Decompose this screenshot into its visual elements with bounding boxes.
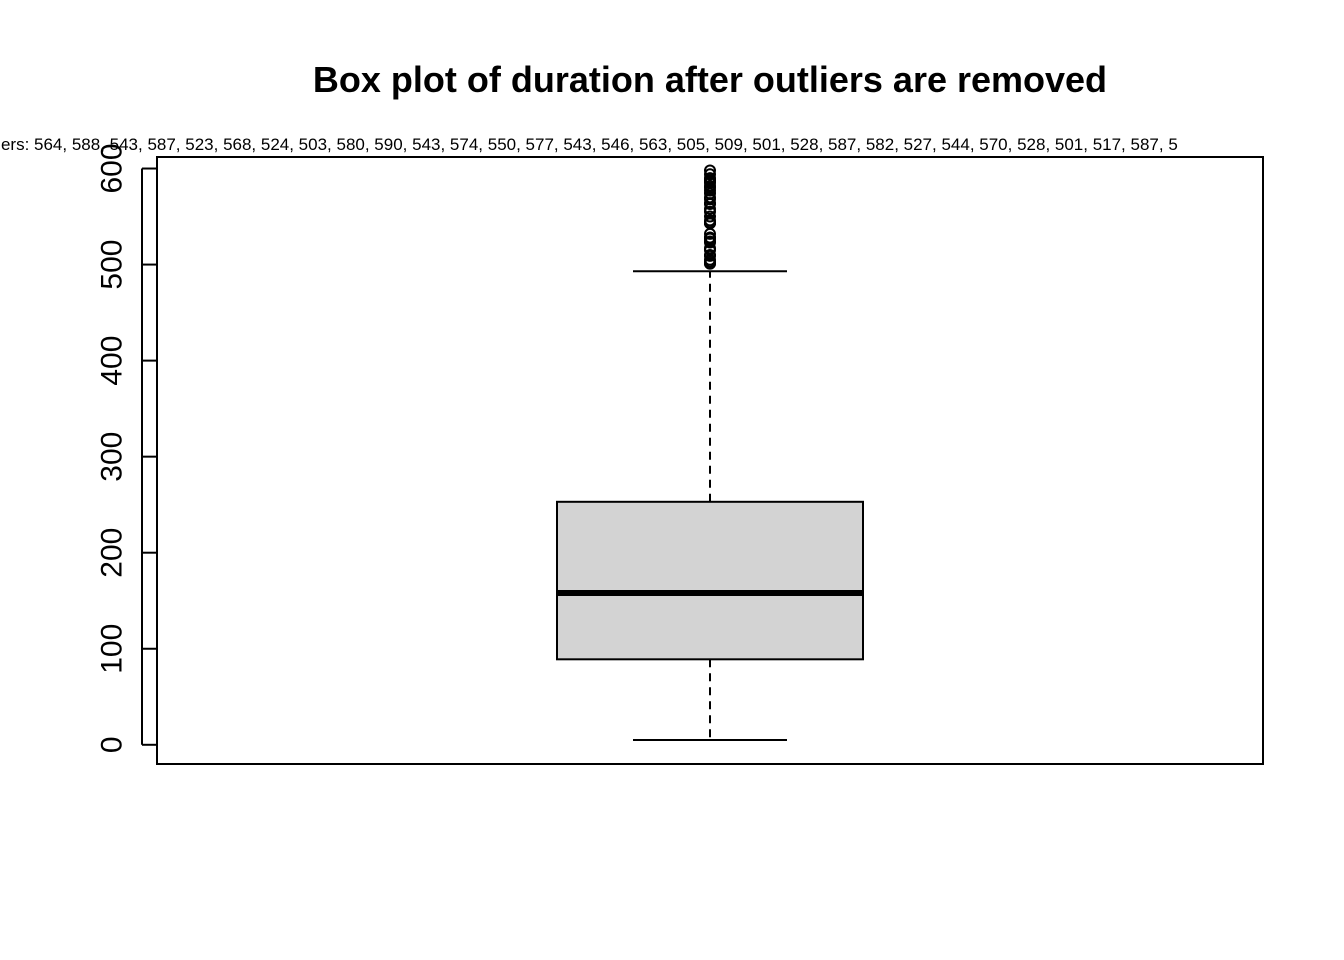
chart-title: Box plot of duration after outliers are … bbox=[313, 59, 1107, 100]
plot-marks bbox=[556, 164, 864, 741]
outlier-point bbox=[704, 198, 716, 211]
outlier-point bbox=[704, 176, 716, 189]
plot-frame bbox=[156, 156, 1264, 765]
outlier-point bbox=[704, 168, 716, 181]
outlier-point bbox=[704, 257, 716, 270]
y-tick-label: 300 bbox=[96, 432, 129, 482]
outliers-subtitle: Outliers: 564, 588, 543, 587, 523, 568, … bbox=[0, 135, 1178, 154]
y-tick-label: 500 bbox=[96, 240, 129, 290]
outlier-point bbox=[704, 210, 716, 223]
y-axis: 0 100 200 300 400 500 600 bbox=[96, 143, 157, 753]
outlier-point bbox=[704, 227, 716, 240]
y-tick-label: 100 bbox=[96, 624, 129, 674]
outlier-point bbox=[704, 164, 716, 177]
y-tick-label: 0 bbox=[96, 736, 129, 753]
outlier-point bbox=[704, 244, 716, 257]
outlier-point bbox=[704, 248, 716, 261]
y-tick-label: 400 bbox=[96, 336, 129, 386]
outlier-point bbox=[704, 191, 716, 204]
y-tick-label: 200 bbox=[96, 528, 129, 578]
y-tick-label: 600 bbox=[96, 143, 129, 193]
iqr-box bbox=[556, 500, 864, 661]
outlier-point bbox=[704, 202, 716, 215]
